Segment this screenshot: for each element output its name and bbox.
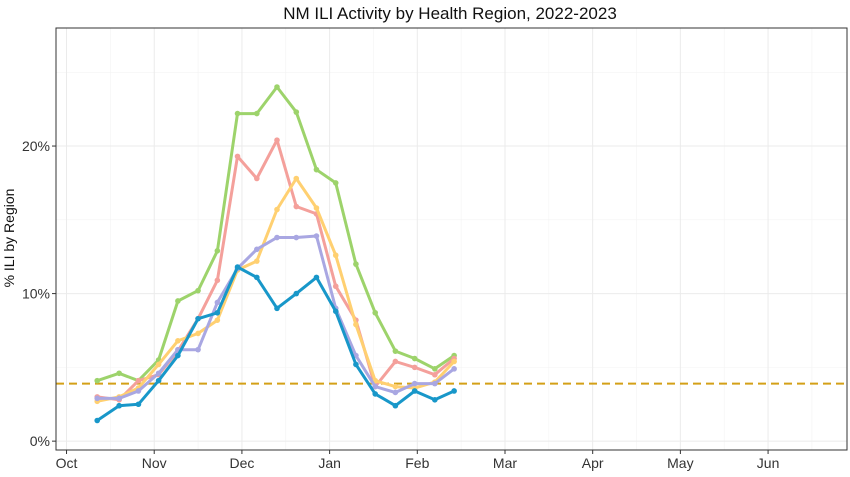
data-point [353,321,359,328]
y-tick-label: 10% [22,286,50,302]
series-group [94,84,457,424]
data-point [372,391,379,397]
data-point [116,395,122,402]
data-point [411,355,418,362]
data-point [254,274,260,281]
data-point [214,299,221,306]
x-tick-label: Nov [142,455,167,471]
data-point [332,252,339,259]
data-point [195,287,201,294]
data-point [392,402,399,409]
data-point [313,233,320,239]
series-line-1 [95,85,456,383]
data-point [293,234,300,241]
data-point [293,203,300,210]
data-point [234,264,241,270]
data-point [313,274,320,281]
data-point [432,366,438,372]
data-point [274,84,280,90]
x-tick-label: Jan [318,455,341,471]
data-point [293,290,300,297]
data-point [353,261,359,267]
data-point [313,166,320,173]
series-line-5 [95,265,456,422]
data-point [274,137,280,143]
data-point [274,305,280,312]
data-point [392,348,399,354]
data-point [195,315,201,322]
x-tick-label: May [667,455,693,471]
data-point [155,361,162,368]
data-point [214,277,221,284]
data-point [432,397,438,403]
data-point [372,383,379,390]
data-point [451,388,457,394]
x-axis-ticks: Oct Nov Dec Jan Feb Mar Apr May Jun [56,450,780,471]
data-point [234,153,241,160]
series-line-2 [95,138,456,402]
data-point [254,258,260,264]
data-point [116,370,122,377]
data-point [234,110,241,117]
data-point [94,395,101,402]
data-point [175,298,181,304]
data-point [411,388,418,394]
data-point [451,358,457,365]
data-point [155,370,162,377]
data-point [392,383,399,390]
data-point [254,246,260,253]
data-point [175,352,181,359]
data-point [432,371,438,378]
data-point [195,346,201,353]
y-axis-ticks: 0% 10% 20% [22,138,56,449]
data-point [332,283,339,290]
data-point [293,109,300,115]
chart-title: NM ILI Activity by Health Region, 2022-2… [283,4,617,23]
data-point [254,110,260,117]
data-point [332,180,339,186]
data-point [451,366,457,372]
y-tick-label: 0% [30,433,50,449]
x-tick-label: Feb [405,455,429,471]
x-tick-label: Mar [493,455,517,471]
data-point [195,330,201,337]
data-point [214,317,221,323]
data-point [274,206,280,213]
data-point [392,358,399,365]
data-point [411,364,418,371]
data-point [135,388,142,394]
data-point [353,361,359,368]
data-point [135,377,142,384]
data-point [155,377,162,384]
data-point [392,389,399,396]
plot-panel-border [55,27,848,451]
x-tick-label: Apr [582,455,604,471]
data-point [94,417,101,424]
grid-lines [56,28,847,450]
data-point [293,175,300,182]
data-point [135,401,142,408]
data-point [214,248,221,254]
data-point [313,205,320,211]
data-point [411,380,418,387]
x-tick-label: Jun [757,455,780,471]
data-point [372,309,379,316]
data-point [332,308,339,315]
data-point [432,380,438,387]
data-point [116,402,122,409]
y-tick-label: 20% [22,138,50,154]
x-tick-label: Oct [56,455,78,471]
data-point [94,377,101,384]
data-point [274,234,280,241]
x-tick-label: Dec [229,455,254,471]
data-point [214,309,221,316]
data-point [254,175,260,182]
y-axis-title: % ILI by Region [1,189,17,288]
data-point [175,338,181,344]
